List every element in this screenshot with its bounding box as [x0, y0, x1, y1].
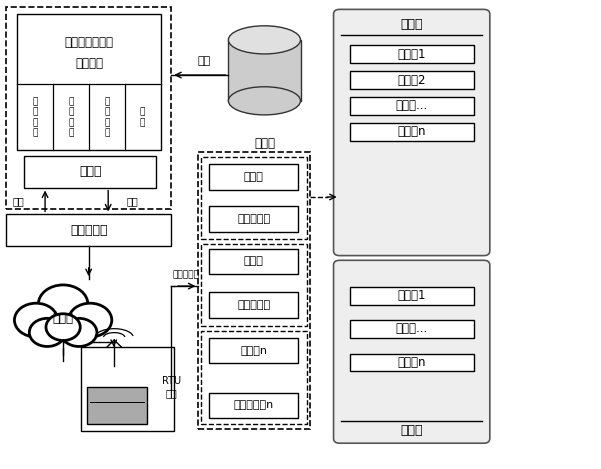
Text: 目标点n: 目标点n	[398, 356, 426, 369]
Bar	[17, 14, 161, 150]
Text: 参考点...: 参考点...	[396, 99, 428, 113]
Circle shape	[61, 318, 97, 347]
Bar	[201, 244, 307, 326]
Bar	[201, 157, 307, 239]
Ellipse shape	[228, 26, 300, 54]
Circle shape	[46, 314, 80, 340]
Text: 数
据
视
图: 数 据 视 图	[105, 97, 109, 137]
Bar	[209, 164, 298, 190]
Text: 互联网: 互联网	[53, 312, 73, 325]
Text: 多元测量传感器: 多元测量传感器	[64, 36, 114, 49]
Bar	[209, 249, 298, 274]
Text: 参考点n: 参考点n	[398, 125, 426, 138]
Circle shape	[29, 318, 66, 347]
Text: 下位机: 下位机	[243, 257, 264, 266]
Text: 其他传感器: 其他传感器	[237, 214, 270, 224]
Bar	[198, 152, 310, 429]
Text: 帮
助: 帮 助	[139, 107, 144, 127]
Bar	[350, 320, 474, 338]
Text: 参考点2: 参考点2	[398, 74, 426, 87]
Bar	[209, 338, 298, 363]
Bar	[209, 206, 298, 232]
Ellipse shape	[228, 87, 300, 115]
Text: 目标点...: 目标点...	[396, 322, 428, 335]
Text: 测量机器人n: 测量机器人n	[234, 401, 273, 410]
Bar	[350, 123, 474, 141]
Bar	[6, 7, 171, 209]
Bar	[209, 393, 298, 418]
Text: 数
据
采
集: 数 据 采 集	[32, 97, 37, 137]
Text: 基
础
配
置: 基 础 配 置	[69, 97, 73, 137]
FancyBboxPatch shape	[334, 260, 490, 443]
Bar	[209, 292, 298, 318]
Bar	[350, 354, 474, 371]
Bar	[6, 214, 171, 246]
Text: 下位机: 下位机	[243, 172, 264, 182]
Text: 数据: 数据	[198, 56, 211, 66]
FancyBboxPatch shape	[334, 9, 490, 256]
Circle shape	[69, 303, 112, 337]
Text: 目标点1: 目标点1	[398, 289, 426, 303]
Circle shape	[38, 285, 88, 324]
Text: 变形体: 变形体	[400, 424, 423, 437]
Bar	[350, 71, 474, 89]
Bar	[228, 40, 300, 101]
Text: 测量机器人: 测量机器人	[237, 300, 270, 310]
Text: 数据线连接: 数据线连接	[173, 270, 200, 279]
Bar	[87, 387, 147, 424]
Text: 多串口通信: 多串口通信	[70, 224, 108, 237]
Bar	[201, 331, 307, 424]
Bar	[350, 287, 474, 305]
Text: RTU
模块: RTU 模块	[162, 376, 181, 398]
Text: 数据: 数据	[12, 196, 24, 206]
Bar	[24, 156, 156, 188]
Bar	[350, 45, 474, 63]
Text: 下位机n: 下位机n	[240, 346, 267, 356]
Text: 数据库: 数据库	[254, 136, 275, 150]
Text: 数据采集: 数据采集	[75, 57, 103, 70]
Circle shape	[14, 303, 58, 337]
Text: 参考体: 参考体	[400, 18, 423, 31]
Text: 命令: 命令	[126, 196, 138, 206]
Text: 上位机: 上位机	[79, 165, 102, 178]
Bar	[81, 347, 174, 431]
Text: 参考点1: 参考点1	[398, 48, 426, 61]
Bar	[350, 97, 474, 115]
